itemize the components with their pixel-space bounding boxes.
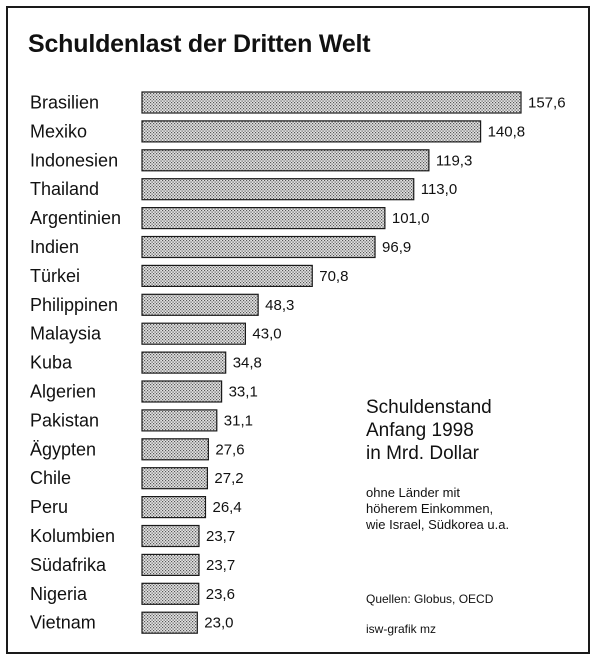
bar	[141, 409, 218, 432]
bar	[141, 149, 430, 172]
value-label: 43,0	[252, 326, 281, 343]
bar	[141, 582, 200, 605]
value-label: 23,7	[206, 528, 235, 545]
category-label: Vietnam	[30, 613, 96, 633]
category-label: Nigeria	[30, 584, 88, 604]
bar	[141, 178, 415, 201]
value-label: 33,1	[229, 384, 258, 401]
unit-note-line: Anfang 1998	[366, 420, 474, 441]
bar	[141, 322, 247, 345]
category-label: Algerien	[30, 382, 96, 402]
category-label: Kolumbien	[30, 526, 115, 546]
bar	[141, 524, 200, 548]
bar	[141, 553, 200, 577]
value-label: 27,6	[215, 441, 244, 458]
bar	[141, 380, 223, 403]
category-label: Ägypten	[30, 439, 96, 459]
sources-note: Quellen: Globus, OECD	[366, 592, 494, 606]
category-label: Südafrika	[30, 555, 107, 575]
category-label: Brasilien	[30, 93, 99, 113]
value-label: 31,1	[224, 412, 253, 429]
category-label: Indonesien	[30, 150, 118, 170]
bar	[141, 91, 522, 114]
category-label: Mexiko	[30, 121, 87, 141]
bar	[141, 264, 313, 287]
value-label: 27,2	[214, 470, 243, 487]
exclusion-note-line: ohne Länder mit	[366, 485, 460, 500]
category-label: Philippinen	[30, 295, 118, 315]
bar	[141, 611, 198, 634]
chart-frame	[6, 6, 590, 654]
bar	[141, 120, 482, 143]
category-label: Peru	[30, 497, 68, 517]
chart-title: Schuldenlast der Dritten Welt	[28, 30, 371, 58]
category-label: Kuba	[30, 353, 73, 373]
unit-note-line: in Mrd. Dollar	[366, 443, 479, 464]
bar	[141, 467, 209, 490]
value-label: 48,3	[265, 297, 294, 314]
credit-note: isw-grafik mz	[366, 622, 437, 636]
value-label: 23,7	[206, 557, 235, 574]
value-label: 70,8	[319, 268, 348, 285]
value-label: 34,8	[233, 355, 262, 372]
value-label: 113,0	[421, 181, 457, 198]
unit-note-line: Schuldenstand	[366, 397, 492, 418]
exclusion-note: ohne Länder mit höherem Einkommen, wie I…	[366, 485, 509, 533]
exclusion-note-line: höherem Einkommen,	[366, 501, 494, 516]
bar	[141, 351, 227, 374]
bar	[141, 235, 376, 259]
bar	[141, 207, 386, 230]
category-label: Indien	[30, 237, 79, 257]
bar	[141, 293, 259, 316]
category-label: Chile	[30, 468, 71, 488]
value-label: 119,3	[436, 152, 472, 169]
category-label: Malaysia	[30, 324, 102, 344]
value-label: 26,4	[212, 499, 241, 516]
category-label: Argentinien	[30, 208, 121, 228]
value-label: 101,0	[392, 210, 430, 227]
value-label: 23,0	[204, 615, 233, 632]
bar	[141, 438, 209, 461]
exclusion-note-line: wie Israel, Südkorea u.a.	[366, 517, 510, 532]
value-label: 140,8	[488, 123, 526, 140]
bar	[141, 496, 207, 519]
category-label: Türkei	[30, 266, 80, 286]
value-label: 96,9	[382, 239, 411, 256]
category-label: Pakistan	[30, 410, 99, 430]
category-label: Thailand	[30, 179, 99, 199]
unit-note: Schuldenstand Anfang 1998 in Mrd. Dollar	[366, 396, 492, 465]
value-label: 23,6	[206, 586, 235, 603]
value-label: 157,6	[528, 95, 566, 112]
